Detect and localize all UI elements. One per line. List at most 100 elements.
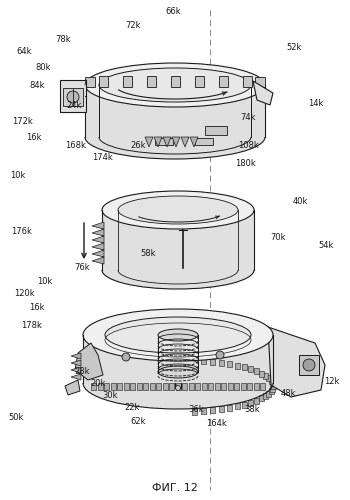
Ellipse shape <box>102 191 254 229</box>
Polygon shape <box>92 257 104 264</box>
Bar <box>227 361 232 367</box>
Bar <box>260 383 265 390</box>
Text: 38k: 38k <box>244 406 260 414</box>
Bar <box>219 360 224 366</box>
Polygon shape <box>71 374 81 380</box>
Polygon shape <box>83 335 273 383</box>
Polygon shape <box>92 236 104 243</box>
Bar <box>218 76 228 87</box>
Polygon shape <box>85 137 265 159</box>
Circle shape <box>303 359 315 371</box>
Text: 36k: 36k <box>188 406 204 414</box>
Bar <box>189 383 194 390</box>
Text: 120k: 120k <box>14 290 34 298</box>
Text: 62k: 62k <box>130 418 146 426</box>
Text: 80k: 80k <box>35 64 51 72</box>
Bar <box>263 393 268 399</box>
Bar <box>242 364 247 370</box>
Bar <box>234 383 239 390</box>
Bar <box>201 408 206 414</box>
Polygon shape <box>92 222 104 229</box>
Bar <box>243 76 252 87</box>
Bar <box>242 402 247 407</box>
Bar <box>169 383 174 390</box>
Bar <box>299 355 319 375</box>
Circle shape <box>216 351 224 359</box>
Bar <box>253 383 259 390</box>
Bar <box>259 396 264 402</box>
Text: 20k: 20k <box>90 380 106 388</box>
Bar <box>235 404 240 409</box>
Bar <box>195 383 200 390</box>
Bar <box>270 386 275 392</box>
Polygon shape <box>65 380 80 395</box>
Text: 28k: 28k <box>74 368 90 376</box>
Bar <box>143 383 148 390</box>
Bar <box>111 383 116 390</box>
Bar <box>215 383 219 390</box>
Text: 66k: 66k <box>165 8 181 16</box>
Polygon shape <box>71 360 81 366</box>
Bar <box>192 408 197 414</box>
Text: 14k: 14k <box>308 100 324 108</box>
Text: 64k: 64k <box>16 48 32 56</box>
Bar <box>98 383 103 390</box>
Bar <box>268 378 274 384</box>
Ellipse shape <box>83 309 273 361</box>
Ellipse shape <box>158 366 198 378</box>
Bar <box>266 376 271 382</box>
Polygon shape <box>83 383 273 409</box>
Text: 40k: 40k <box>292 198 308 206</box>
Polygon shape <box>172 137 180 147</box>
Bar <box>221 383 226 390</box>
Polygon shape <box>268 327 325 397</box>
Bar <box>254 368 259 374</box>
Bar <box>147 76 155 87</box>
Text: 70k: 70k <box>270 234 286 242</box>
Text: 78k: 78k <box>55 36 71 44</box>
Text: 178k: 178k <box>22 320 42 330</box>
Bar <box>162 383 168 390</box>
Text: 74k: 74k <box>240 112 256 122</box>
Bar <box>210 407 215 413</box>
Polygon shape <box>71 367 81 373</box>
Ellipse shape <box>158 329 198 341</box>
Polygon shape <box>102 270 254 289</box>
Bar <box>98 76 107 87</box>
Bar <box>85 77 95 87</box>
Text: 30k: 30k <box>102 392 118 400</box>
Bar <box>254 398 259 404</box>
Text: 180k: 180k <box>234 160 255 168</box>
Bar <box>263 373 268 379</box>
Bar <box>195 76 203 87</box>
Bar <box>248 400 253 406</box>
Bar <box>202 383 206 390</box>
Bar <box>247 383 252 390</box>
Bar <box>255 77 265 87</box>
Bar <box>175 383 181 390</box>
Bar <box>170 76 180 87</box>
Polygon shape <box>92 250 104 257</box>
Text: 172k: 172k <box>12 118 32 126</box>
Bar <box>266 390 271 396</box>
Ellipse shape <box>85 63 265 107</box>
Circle shape <box>67 91 79 103</box>
Bar <box>136 383 141 390</box>
Polygon shape <box>190 137 198 147</box>
Text: 24k: 24k <box>66 102 82 110</box>
Bar <box>227 405 232 411</box>
Polygon shape <box>154 137 162 147</box>
Polygon shape <box>253 81 273 105</box>
Bar <box>268 388 274 394</box>
Bar <box>205 126 227 135</box>
Bar <box>208 383 213 390</box>
Bar <box>104 383 109 390</box>
Bar <box>235 362 240 368</box>
Ellipse shape <box>118 196 238 224</box>
Polygon shape <box>71 353 81 359</box>
Text: 16k: 16k <box>29 304 45 312</box>
Text: 16k: 16k <box>26 132 42 141</box>
Circle shape <box>122 353 130 361</box>
Bar <box>195 138 213 145</box>
Bar <box>117 383 122 390</box>
